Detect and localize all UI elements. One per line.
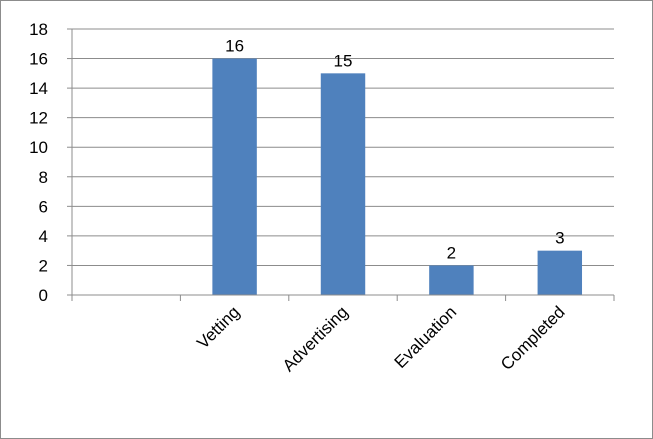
axes (67, 28, 615, 301)
x-tick-label-vetting: Vetting (193, 302, 243, 352)
y-tick-labels: 0 2 4 6 8 10 12 14 16 18 (29, 20, 48, 305)
bar-completed (537, 250, 583, 295)
x-tick-label-advertising: Advertising (279, 302, 352, 375)
y-tick-label: 16 (29, 50, 48, 69)
y-tick-label: 10 (29, 138, 48, 157)
y-tick-label: 8 (39, 168, 48, 187)
bar-vetting (212, 58, 257, 295)
x-tick-labels: Vetting Advertising Evaluation Completed (193, 302, 568, 375)
y-tick-label: 12 (29, 109, 48, 128)
data-label-advertising: 15 (334, 51, 353, 70)
data-label-vetting: 16 (225, 37, 244, 56)
y-tick-label: 6 (39, 197, 48, 216)
data-label-completed: 3 (555, 229, 564, 248)
x-tick-label-completed: Completed (497, 302, 569, 374)
bar-evaluation (429, 265, 474, 295)
y-tick-label: 2 (39, 256, 48, 275)
y-tick-label: 4 (39, 227, 48, 246)
data-label-evaluation: 2 (447, 243, 456, 262)
bar-advertising (320, 73, 366, 295)
y-tick-label: 14 (29, 79, 48, 98)
y-tick-label: 0 (39, 286, 48, 305)
bars (212, 58, 583, 295)
x-tick-label-evaluation: Evaluation (391, 302, 461, 372)
data-labels: 16 15 2 3 (225, 37, 564, 263)
y-tick-label: 18 (29, 20, 48, 39)
